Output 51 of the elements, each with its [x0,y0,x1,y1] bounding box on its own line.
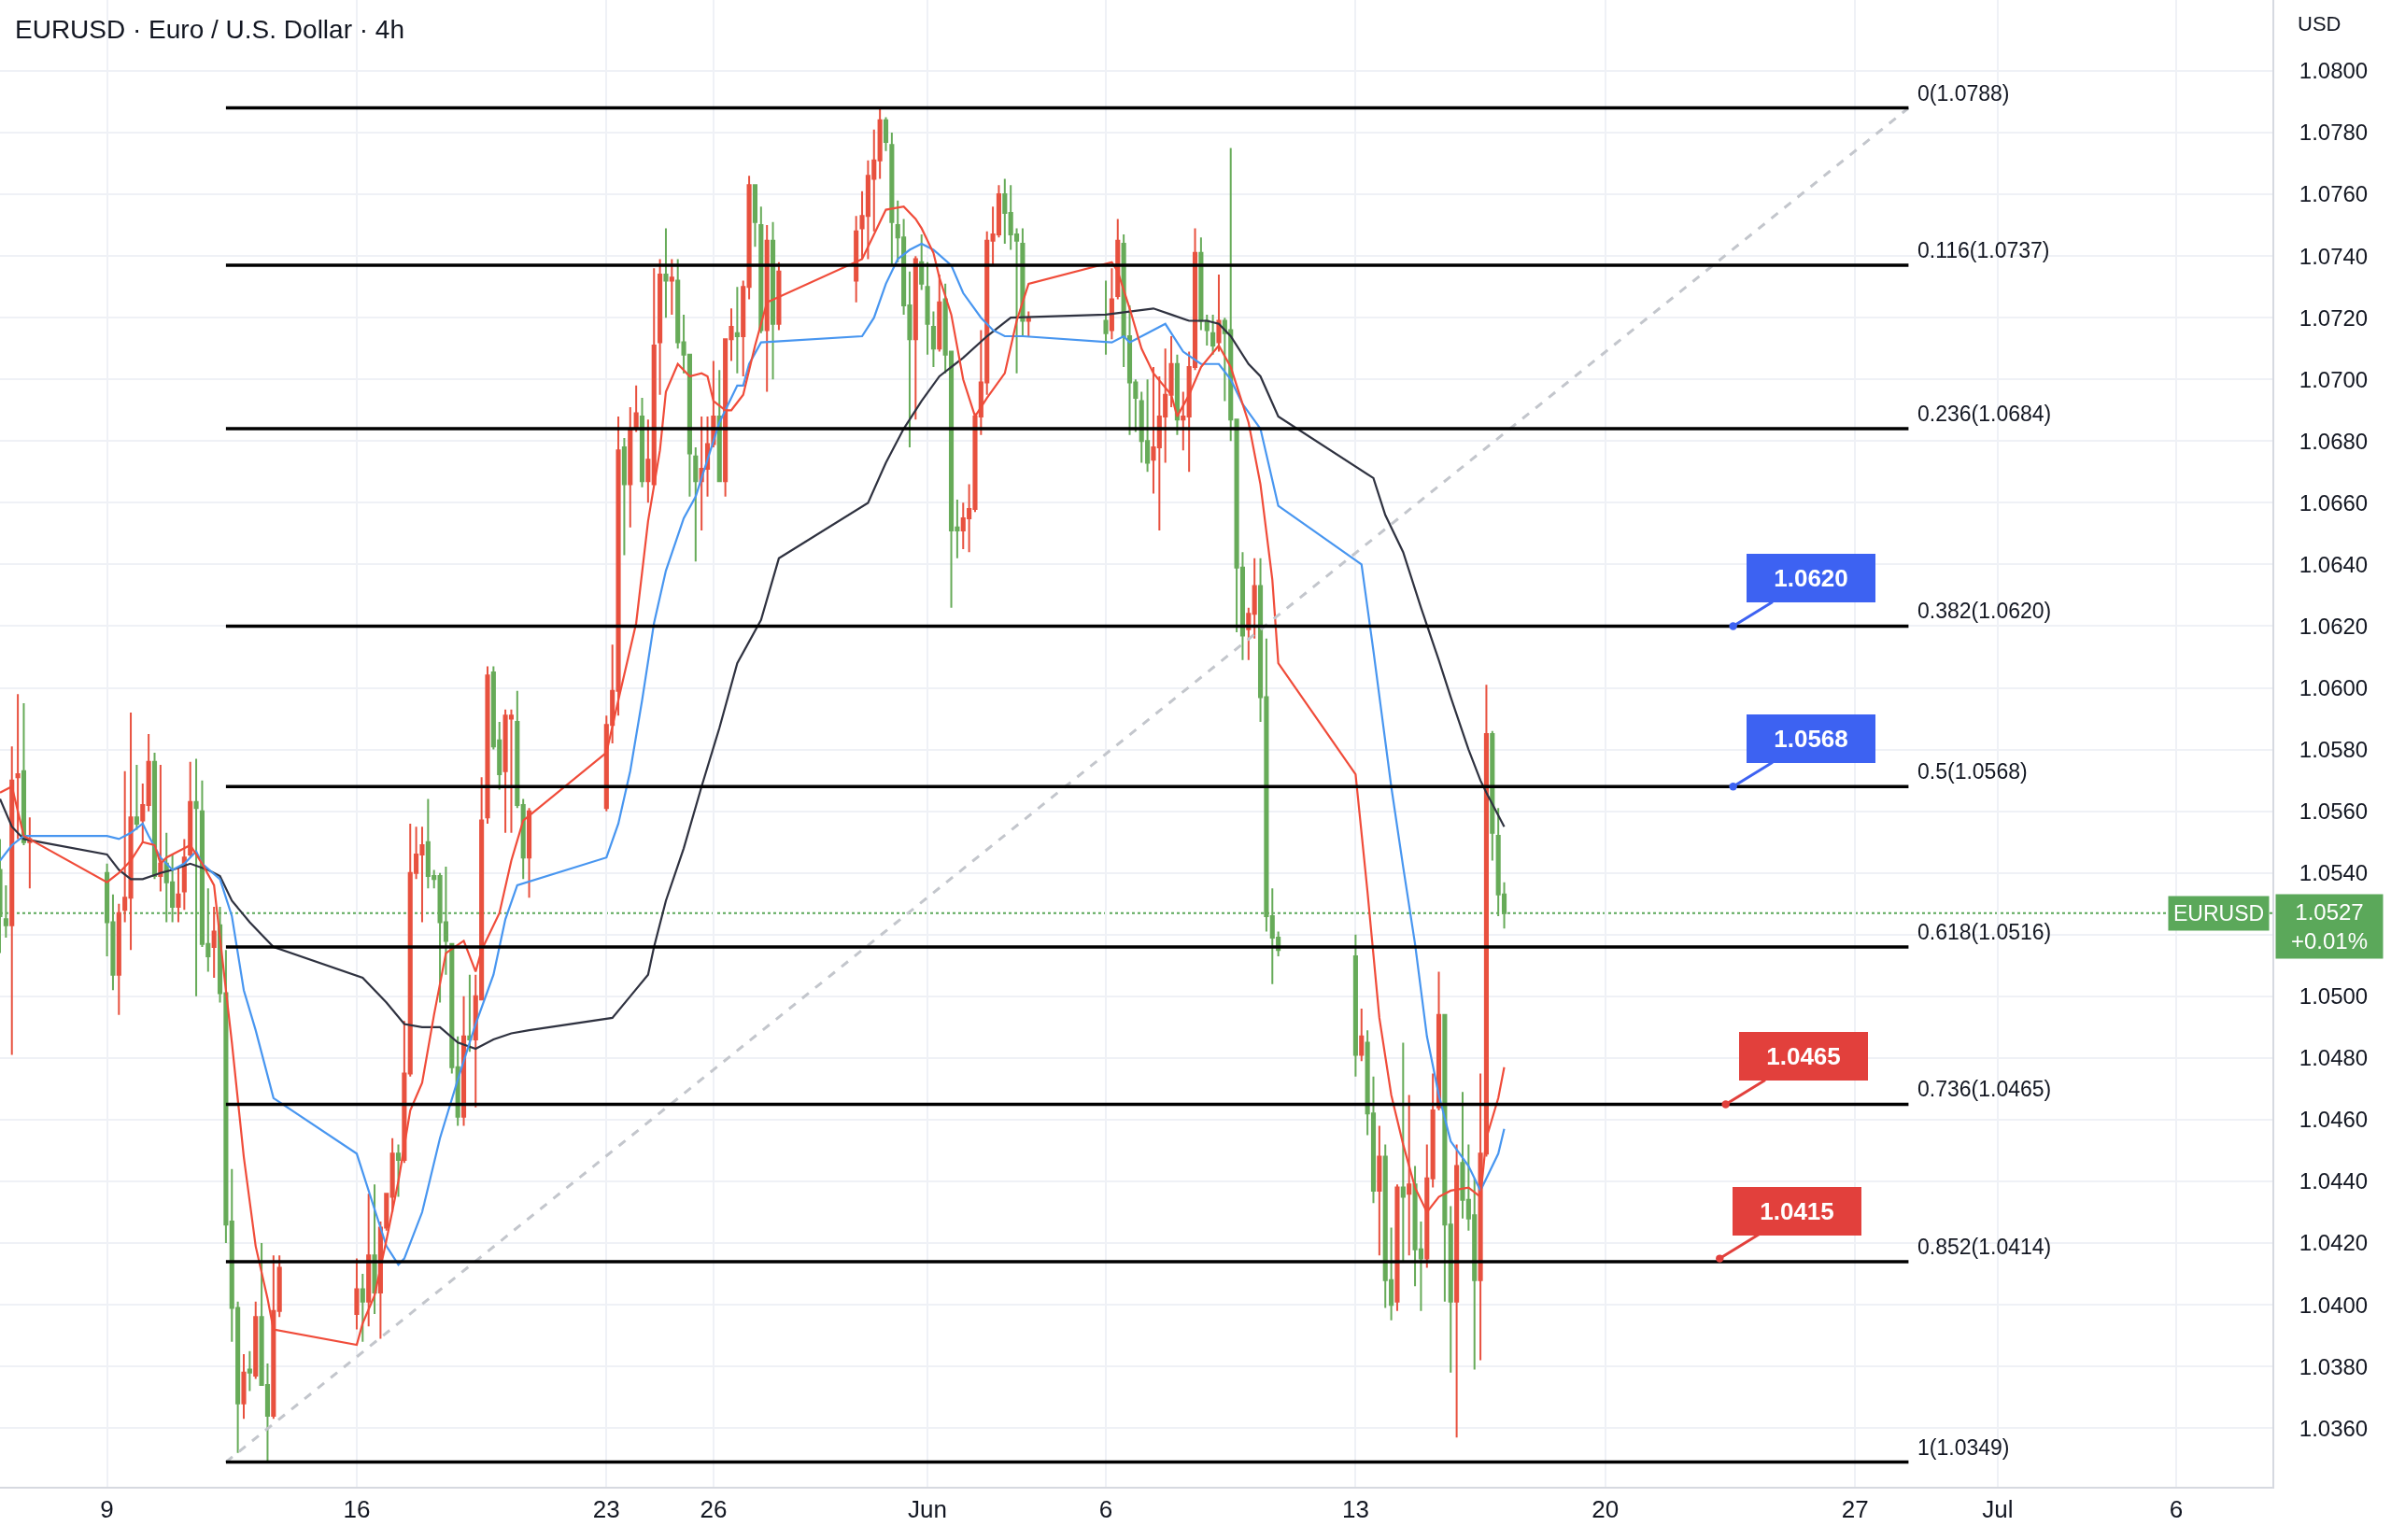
series-label: 0.382(1.0620) [1917,599,2052,623]
x-tick-label: 9 [100,1495,114,1524]
y-tick-label: 1.0360 [2299,1415,2369,1441]
x-tick-label: 23 [592,1495,620,1524]
y-axis-title: USD [2298,12,2341,35]
y-tick-label: 1.0560 [2299,798,2369,825]
annotation: 1.0620 [1774,564,1848,592]
series-label: 0.5(1.0568) [1917,759,2028,784]
text: EURUSD · Euro / U.S. Dollar · 4h [15,14,404,44]
y-tick-label: 1.0440 [2299,1168,2369,1194]
y-tick-label: 1.0460 [2299,1107,2369,1133]
y-tick-label: 1.0600 [2299,674,2369,700]
x-tick-label: 6 [1098,1495,1113,1524]
y-tick-label: 1.0480 [2299,1045,2369,1071]
x-tick-label: 16 [343,1495,371,1524]
y-tick-label: 1.0700 [2299,366,2369,392]
series-label: 0.736(1.0465) [1917,1077,2052,1101]
annotation: 1.0415 [1760,1197,1834,1225]
y-tick-label: 1.0780 [2299,120,2369,146]
y-tick-label: 1.0800 [2299,58,2369,84]
annotation: 1.0568 [1774,725,1848,753]
x-tick-label: 6 [2169,1495,2184,1524]
series-label: 0(1.0788) [1917,81,2010,106]
x-tick-label: 26 [700,1495,728,1524]
series-label: 1(1.0349) [1917,1435,2010,1460]
annotation: 1.0465 [1766,1042,1841,1070]
text: +0.01% [2290,928,2369,954]
x-tick-label: Jun [908,1495,948,1524]
y-tick-label: 1.0740 [2299,243,2369,269]
series-label: 0.116(1.0737) [1917,238,2050,262]
series-label: 0.852(1.0414) [1917,1235,2052,1259]
y-tick-label: 1.0540 [2299,860,2369,886]
y-tick-label: 1.0660 [2299,489,2369,516]
y-tick-label: 1.0500 [2299,983,2369,1010]
y-tick-label: 1.0580 [2299,737,2369,763]
x-tick-label: 27 [1841,1495,1869,1524]
y-tick-label: 1.0640 [2299,551,2369,577]
series-label: 0.618(1.0516) [1917,920,2052,944]
y-tick-label: 1.0420 [2299,1230,2369,1256]
y-tick-label: 1.0760 [2299,181,2369,207]
y-tick-label: 1.0720 [2299,304,2369,331]
y-tick-label: 1.0400 [2299,1292,2369,1318]
text: 1.0527 [2295,899,2364,925]
x-tick-label: 20 [1592,1495,1620,1524]
series-label: 0.236(1.0684) [1917,402,2052,426]
ref-line-label: EURUSD [2173,901,2265,925]
x-tick-label: 13 [1341,1495,1369,1524]
y-tick-label: 1.0380 [2299,1353,2369,1379]
y-tick-label: 1.0680 [2299,428,2369,454]
x-tick-label: Jul [1982,1495,2014,1524]
y-tick-label: 1.0620 [2299,613,2369,639]
